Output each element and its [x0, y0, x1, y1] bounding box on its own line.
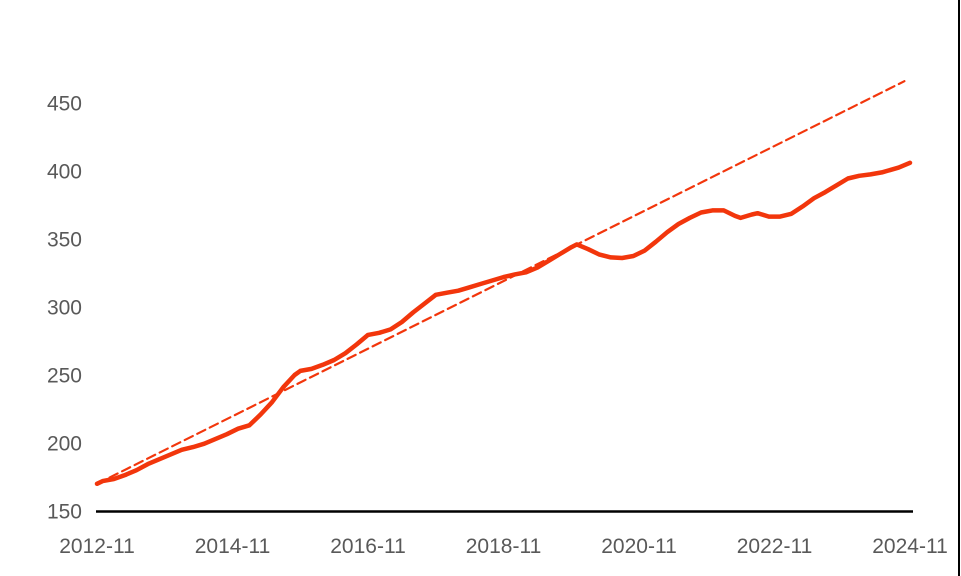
- right-border-line: [958, 0, 960, 576]
- x-tick-label: 2024-11: [872, 535, 948, 558]
- x-tick-label: 2016-11: [330, 535, 406, 558]
- x-tick-label: 2018-11: [466, 535, 542, 558]
- x-tick-label: 2022-11: [737, 535, 813, 558]
- x-axis-labels: 2012-11 2014-11 2016-11 2018-11 2020-11 2022-…: [59, 535, 948, 558]
- y-tick-label: 400: [47, 161, 82, 184]
- y-tick-label: 250: [47, 365, 82, 388]
- x-tick-label: 2012-11: [59, 535, 135, 558]
- y-tick-label: 350: [47, 229, 82, 252]
- x-tick-label: 2020-11: [601, 535, 677, 558]
- y-tick-label: 300: [47, 297, 82, 320]
- y-axis-labels: 450 400 350 300 250 200 150: [47, 93, 82, 524]
- y-tick-label: 450: [47, 93, 82, 116]
- y-tick-label: 200: [47, 433, 82, 456]
- series-linear-trend: [95, 80, 906, 485]
- y-tick-label: 150: [47, 501, 82, 524]
- series-index-actual: [94, 160, 913, 487]
- x-tick-label: 2014-11: [195, 535, 271, 558]
